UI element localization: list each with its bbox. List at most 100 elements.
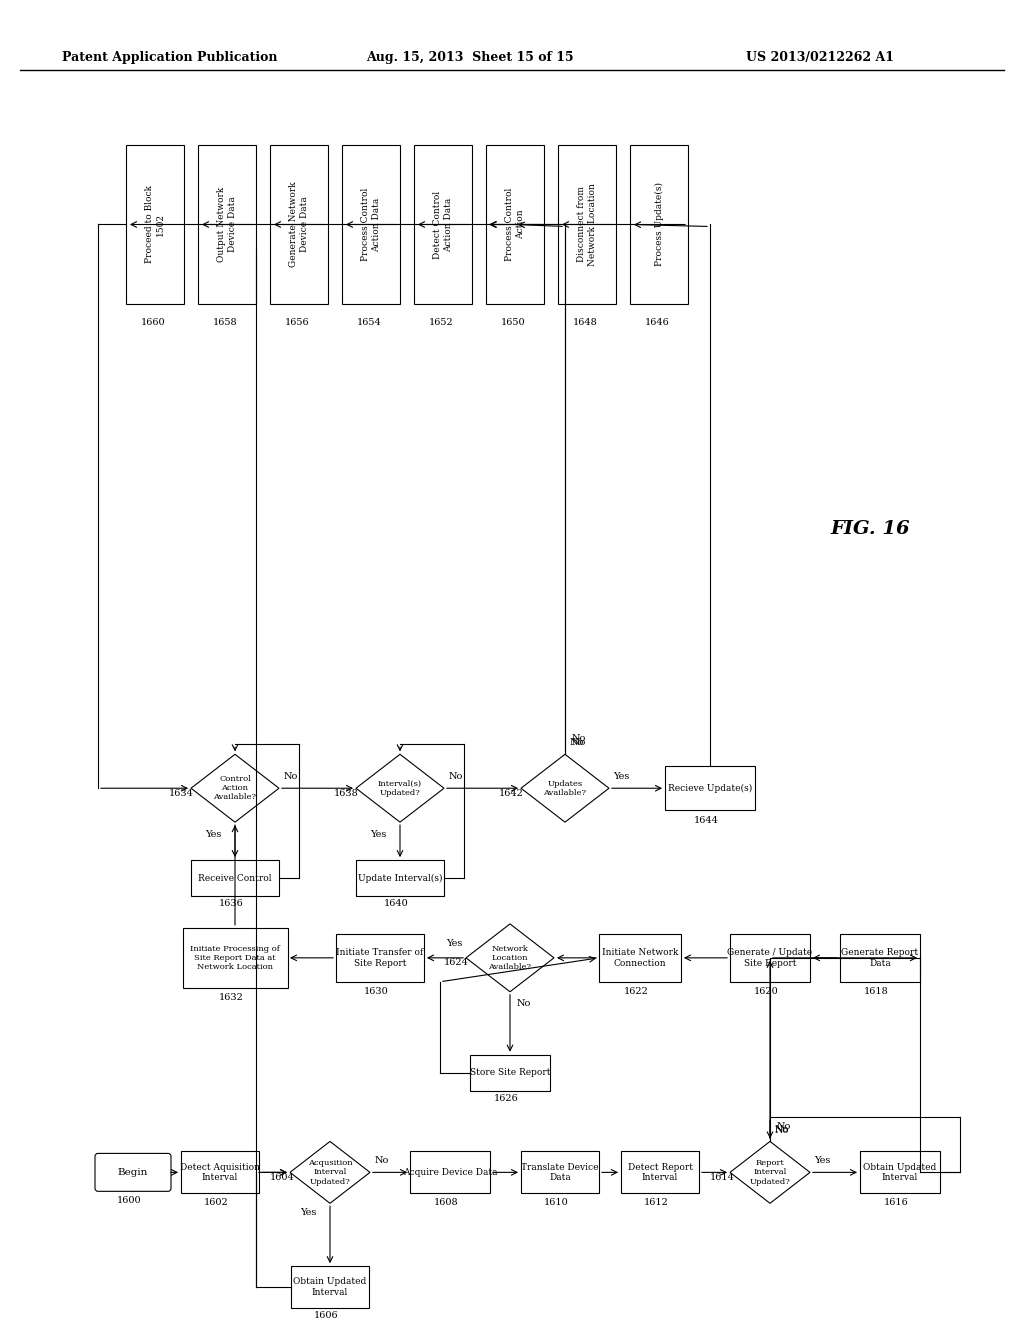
Text: 1648: 1648	[572, 318, 597, 327]
Text: Patent Application Publication: Patent Application Publication	[62, 51, 278, 65]
Text: 1618: 1618	[863, 987, 889, 997]
Text: Obtain Updated
Interval: Obtain Updated Interval	[293, 1278, 367, 1296]
Text: 1600: 1600	[117, 1196, 141, 1205]
Text: Generate Network
Device Data: Generate Network Device Data	[290, 182, 308, 268]
Text: Yes: Yes	[612, 772, 629, 780]
Polygon shape	[730, 1142, 810, 1204]
Text: 1612: 1612	[643, 1197, 669, 1206]
FancyBboxPatch shape	[730, 935, 810, 982]
Text: Process Control
Action Data: Process Control Action Data	[361, 187, 381, 261]
Text: No: No	[775, 1125, 790, 1134]
FancyBboxPatch shape	[291, 1266, 369, 1308]
Text: Acquire Device Data: Acquire Device Data	[402, 1168, 498, 1177]
Text: 1642: 1642	[499, 789, 523, 797]
Text: No: No	[571, 738, 586, 747]
Text: No: No	[571, 734, 586, 743]
Text: 1626: 1626	[494, 1094, 518, 1104]
Text: Initiate Transfer of
Site Report: Initiate Transfer of Site Report	[336, 948, 424, 968]
Text: Yes: Yes	[814, 1156, 830, 1164]
Text: Detect Control
Action Data: Detect Control Action Data	[433, 190, 453, 259]
FancyBboxPatch shape	[470, 1055, 550, 1090]
Text: Output Network
Device Data: Output Network Device Data	[217, 187, 237, 263]
Text: 1606: 1606	[313, 1311, 338, 1320]
FancyBboxPatch shape	[414, 145, 472, 305]
Text: No: No	[569, 738, 584, 747]
Text: Process Update(s): Process Update(s)	[654, 182, 664, 267]
Text: 1622: 1622	[624, 987, 648, 997]
Text: No: No	[775, 1126, 790, 1135]
Text: Yes: Yes	[205, 830, 221, 838]
FancyBboxPatch shape	[860, 1151, 940, 1193]
Polygon shape	[356, 754, 444, 822]
Text: 1610: 1610	[544, 1197, 568, 1206]
Text: Obtain Updated
Interval: Obtain Updated Interval	[863, 1163, 937, 1183]
FancyBboxPatch shape	[95, 1154, 171, 1192]
Polygon shape	[290, 1142, 370, 1204]
Text: Generate Report
Data: Generate Report Data	[842, 948, 919, 968]
Polygon shape	[191, 754, 279, 822]
FancyBboxPatch shape	[558, 145, 616, 305]
Text: 1658: 1658	[213, 318, 238, 327]
Text: Initiate Processing of
Site Report Data at
Network Location: Initiate Processing of Site Report Data …	[190, 945, 280, 972]
Text: Yes: Yes	[300, 1208, 316, 1217]
Text: 1602: 1602	[204, 1197, 228, 1206]
Text: Receive Control: Receive Control	[199, 874, 271, 883]
FancyBboxPatch shape	[182, 928, 288, 987]
Text: 1650: 1650	[501, 318, 525, 327]
FancyBboxPatch shape	[840, 935, 920, 982]
Text: Yes: Yes	[445, 940, 462, 948]
Text: No: No	[777, 1122, 792, 1131]
Text: Process Control
Action: Process Control Action	[505, 187, 524, 261]
Text: Initiate Network
Connection: Initiate Network Connection	[602, 948, 678, 968]
Text: 1660: 1660	[140, 318, 165, 327]
Text: Recieve Update(s): Recieve Update(s)	[668, 784, 752, 793]
Text: No: No	[449, 772, 463, 780]
FancyBboxPatch shape	[336, 935, 424, 982]
FancyBboxPatch shape	[630, 145, 688, 305]
FancyBboxPatch shape	[410, 1151, 490, 1193]
Text: Store Site Report: Store Site Report	[470, 1068, 550, 1077]
Text: Acqusition
Interval
Updated?: Acqusition Interval Updated?	[307, 1159, 352, 1185]
Text: 1632: 1632	[218, 993, 244, 1002]
Text: 1634: 1634	[169, 789, 194, 797]
FancyBboxPatch shape	[599, 935, 681, 982]
Text: Detect Aquisition
Interval: Detect Aquisition Interval	[180, 1163, 260, 1183]
Text: Detect Report
Interval: Detect Report Interval	[628, 1163, 692, 1183]
Text: 1638: 1638	[334, 789, 358, 797]
Text: Aug. 15, 2013  Sheet 15 of 15: Aug. 15, 2013 Sheet 15 of 15	[367, 51, 573, 65]
Text: US 2013/0212262 A1: US 2013/0212262 A1	[746, 51, 894, 65]
Text: 1654: 1654	[356, 318, 381, 327]
FancyBboxPatch shape	[270, 145, 328, 305]
Text: No: No	[284, 772, 298, 780]
Text: Disconnect from
Network Location: Disconnect from Network Location	[578, 183, 597, 265]
FancyBboxPatch shape	[621, 1151, 699, 1193]
Polygon shape	[521, 754, 609, 822]
FancyBboxPatch shape	[486, 145, 544, 305]
Text: 1646: 1646	[645, 318, 670, 327]
Text: 1616: 1616	[884, 1197, 908, 1206]
FancyBboxPatch shape	[198, 145, 256, 305]
Text: Yes: Yes	[370, 830, 386, 838]
Text: 1644: 1644	[693, 816, 719, 825]
Text: Generate / Update
Site Report: Generate / Update Site Report	[727, 948, 813, 968]
Text: No: No	[375, 1156, 389, 1164]
Text: Network
Location
Available?: Network Location Available?	[488, 945, 531, 972]
Text: 1652: 1652	[429, 318, 454, 327]
FancyBboxPatch shape	[521, 1151, 599, 1193]
Text: Begin: Begin	[118, 1168, 148, 1177]
Text: Report
Interval
Updated?: Report Interval Updated?	[750, 1159, 791, 1185]
Text: 1636: 1636	[219, 899, 244, 908]
Text: 1640: 1640	[384, 899, 409, 908]
Text: Control
Action
Available?: Control Action Available?	[213, 775, 256, 801]
Polygon shape	[466, 924, 554, 991]
Text: 1614: 1614	[710, 1173, 734, 1181]
Text: Proceed to Block
1502: Proceed to Block 1502	[145, 186, 165, 264]
Text: 1620: 1620	[754, 987, 778, 997]
FancyBboxPatch shape	[191, 861, 279, 896]
FancyBboxPatch shape	[181, 1151, 259, 1193]
Text: 1608: 1608	[434, 1197, 459, 1206]
Text: 1630: 1630	[364, 987, 388, 997]
Text: Interval(s)
Updated?: Interval(s) Updated?	[378, 780, 422, 797]
Text: 1624: 1624	[443, 958, 468, 968]
Text: Update Interval(s): Update Interval(s)	[357, 874, 442, 883]
